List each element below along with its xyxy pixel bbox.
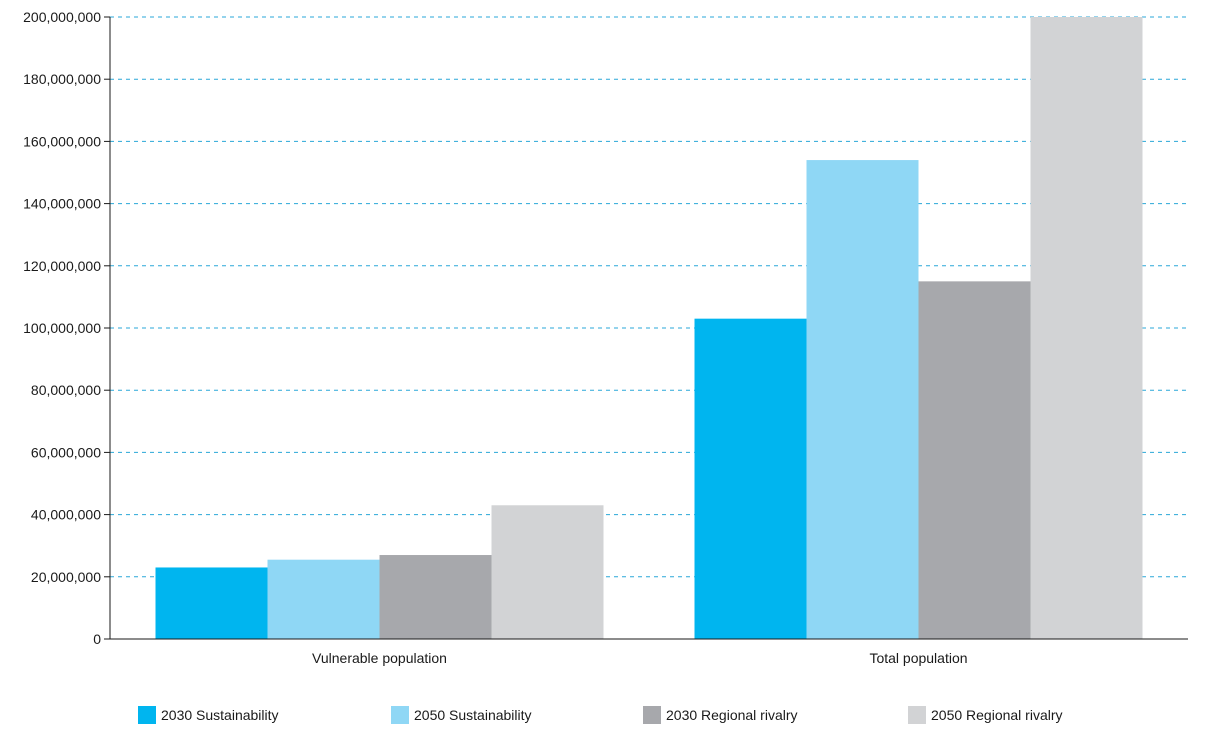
bar [491,505,604,639]
y-tick-label: 20,000,000 [31,569,101,585]
legend-swatch [391,706,409,724]
x-tick-label: Total population [869,650,967,666]
legend-item: 2030 Sustainability [138,706,279,724]
bar [379,555,492,639]
legend-item: 2030 Regional rivalry [643,706,798,724]
legend-label: 2030 Regional rivalry [666,707,798,723]
y-tick-label: 0 [93,631,101,647]
legend-label: 2030 Sustainability [161,707,279,723]
bar [267,559,380,639]
legend: 2030 Sustainability 2050 Sustainability 20… [0,706,1216,730]
legend-item: 2050 Sustainability [391,706,532,724]
y-tick-label: 200,000,000 [23,9,101,25]
legend-swatch [643,706,661,724]
bar [694,318,807,639]
legend-item: 2050 Regional rivalry [908,706,1063,724]
x-tick-label: Vulnerable population [312,650,447,666]
legend-swatch [908,706,926,724]
y-tick-label: 140,000,000 [23,196,101,212]
y-tick-label: 60,000,000 [31,444,101,460]
bar [918,281,1031,639]
y-tick-label: 80,000,000 [31,382,101,398]
legend-label: 2050 Sustainability [414,707,532,723]
y-tick-label: 180,000,000 [23,71,101,87]
y-tick-label: 40,000,000 [31,507,101,523]
legend-swatch [138,706,156,724]
bar [155,567,268,639]
legend-label: 2050 Regional rivalry [931,707,1063,723]
y-tick-label: 120,000,000 [23,258,101,274]
bar [1030,17,1143,639]
y-tick-label: 160,000,000 [23,133,101,149]
y-tick-label: 100,000,000 [23,320,101,336]
bar [806,160,919,639]
